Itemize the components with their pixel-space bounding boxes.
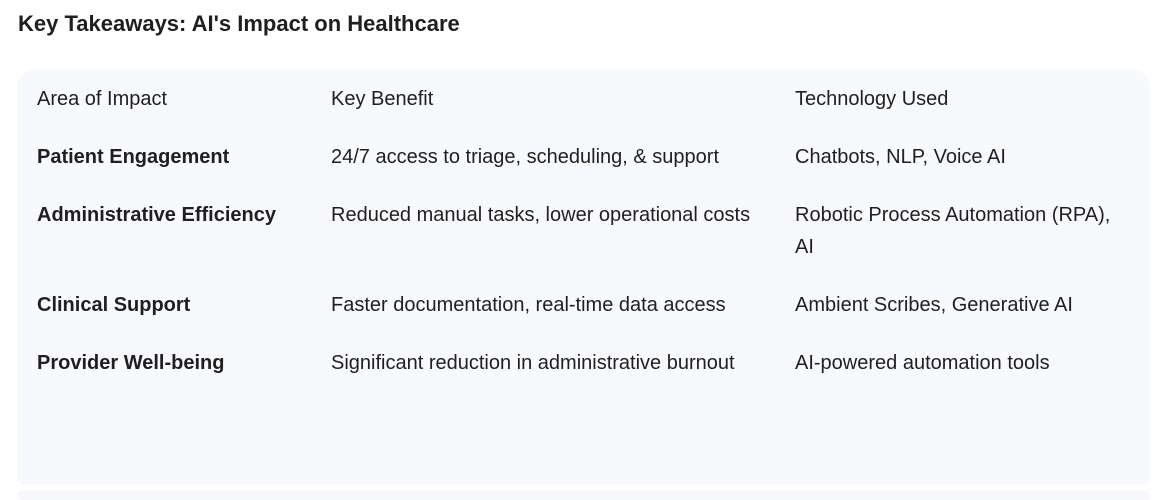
next-block-edge [17, 490, 1150, 500]
technology-cell: Robotic Process Automation (RPA), AI [795, 204, 1111, 258]
technology-cell: AI-powered automation tools [795, 352, 1050, 374]
benefit-cell: Reduced manual tasks, lower operational … [331, 204, 751, 226]
table-header-row: Area of Impact Key Benefit Technology Us… [17, 70, 1150, 128]
table-row: Administrative Efficiency Reduced manual… [17, 186, 1150, 276]
area-cell: Patient Engagement [37, 146, 230, 168]
benefit-cell: Faster documentation, real-time data acc… [331, 294, 726, 316]
area-cell: Clinical Support [37, 294, 191, 316]
benefit-cell: Significant reduction in administrative … [331, 352, 735, 374]
technology-cell: Ambient Scribes, Generative AI [795, 294, 1073, 316]
table-row: Patient Engagement 24/7 access to triage… [17, 128, 1150, 186]
table-row: Clinical Support Faster documentation, r… [17, 276, 1150, 334]
takeaways-table-card: Area of Impact Key Benefit Technology Us… [17, 70, 1150, 485]
table-row: Provider Well-being Significant reductio… [17, 334, 1150, 392]
section-title: Key Takeaways: AI's Impact on Healthcare [18, 11, 460, 36]
column-header-benefit: Key Benefit [331, 88, 434, 110]
technology-cell: Chatbots, NLP, Voice AI [795, 146, 1006, 168]
takeaways-table: Area of Impact Key Benefit Technology Us… [17, 70, 1150, 392]
column-header-technology: Technology Used [795, 88, 949, 110]
area-cell: Administrative Efficiency [37, 204, 276, 226]
benefit-cell: 24/7 access to triage, scheduling, & sup… [331, 146, 720, 168]
column-header-area: Area of Impact [37, 88, 168, 110]
area-cell: Provider Well-being [37, 352, 225, 374]
